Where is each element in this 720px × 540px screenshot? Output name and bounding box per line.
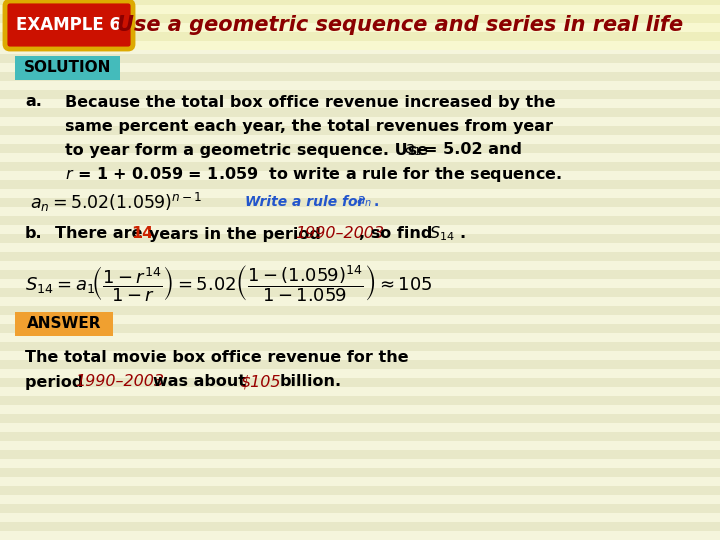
Bar	[0, 0, 720, 5]
Text: same percent each year, the total revenues from year: same percent each year, the total revenu…	[65, 118, 553, 133]
Bar	[15, 56, 120, 80]
Bar	[0, 387, 720, 396]
Text: Because the total box office revenue increased by the: Because the total box office revenue inc…	[65, 94, 556, 110]
Bar	[0, 234, 720, 243]
Text: = 5.02 and: = 5.02 and	[424, 143, 522, 158]
Bar	[0, 333, 720, 342]
Bar	[0, 369, 720, 378]
Text: b.: b.	[25, 226, 42, 241]
Text: ANSWER: ANSWER	[27, 316, 102, 332]
Bar	[0, 180, 720, 189]
Bar	[0, 243, 720, 252]
Bar	[0, 90, 720, 99]
Bar	[15, 312, 113, 336]
Bar	[0, 279, 720, 288]
Bar	[0, 522, 720, 531]
Text: 1990–2003: 1990–2003	[75, 375, 164, 389]
Text: to year form a geometric sequence. Use: to year form a geometric sequence. Use	[65, 143, 433, 158]
Bar	[0, 225, 720, 234]
Bar	[0, 486, 720, 495]
Bar	[0, 531, 720, 540]
Bar	[0, 45, 720, 54]
Bar	[0, 144, 720, 153]
Bar	[0, 5, 720, 14]
Bar	[0, 261, 720, 270]
Bar	[0, 99, 720, 108]
Text: billion.: billion.	[280, 375, 342, 389]
Text: $a_n = 5.02(1.059)^{n-1}$: $a_n = 5.02(1.059)^{n-1}$	[30, 191, 202, 213]
Bar	[0, 23, 720, 32]
Bar	[0, 117, 720, 126]
Text: Write a rule for: Write a rule for	[245, 195, 369, 209]
Bar	[0, 216, 720, 225]
Bar	[0, 36, 720, 45]
Bar	[0, 513, 720, 522]
Text: , so find: , so find	[359, 226, 433, 241]
Text: $r$ = 1 + 0.059 = 1.059  to write a rule for the sequence.: $r$ = 1 + 0.059 = 1.059 to write a rule …	[65, 165, 562, 184]
Bar	[0, 468, 720, 477]
Text: Use a geometric sequence and series in real life: Use a geometric sequence and series in r…	[117, 15, 683, 35]
Text: $S_{14}$: $S_{14}$	[429, 225, 455, 244]
Bar	[0, 450, 720, 459]
Bar	[0, 108, 720, 117]
Bar	[0, 41, 720, 50]
Bar	[0, 432, 720, 441]
Text: .: .	[459, 226, 465, 241]
Bar	[0, 288, 720, 297]
Bar	[0, 342, 720, 351]
Text: The total movie box office revenue for the: The total movie box office revenue for t…	[25, 350, 409, 366]
Text: period: period	[25, 375, 89, 389]
Bar	[0, 189, 720, 198]
Bar	[0, 72, 720, 81]
Bar	[0, 459, 720, 468]
Bar	[0, 306, 720, 315]
Bar	[0, 14, 720, 23]
Bar	[0, 81, 720, 90]
Text: 14: 14	[131, 226, 153, 241]
Bar	[0, 126, 720, 135]
Text: .: .	[374, 195, 379, 209]
Text: years in the period: years in the period	[149, 226, 321, 241]
Text: SOLUTION: SOLUTION	[24, 60, 111, 76]
Bar	[0, 32, 720, 41]
Bar	[0, 63, 720, 72]
Text: There are: There are	[55, 226, 148, 241]
Bar	[0, 0, 720, 9]
Bar	[0, 360, 720, 369]
FancyBboxPatch shape	[5, 1, 133, 49]
Bar	[0, 135, 720, 144]
Bar	[0, 27, 720, 36]
Bar	[0, 171, 720, 180]
Bar	[0, 504, 720, 513]
Bar	[0, 423, 720, 432]
Bar	[0, 198, 720, 207]
Bar	[0, 315, 720, 324]
Bar	[0, 54, 720, 63]
Bar	[0, 252, 720, 261]
Bar	[0, 324, 720, 333]
Text: 1990–2003: 1990–2003	[295, 226, 384, 241]
Bar	[0, 414, 720, 423]
Text: was about: was about	[153, 375, 246, 389]
Text: $105: $105	[240, 375, 281, 389]
Text: $a_n$: $a_n$	[356, 195, 372, 209]
Bar	[0, 18, 720, 27]
Bar	[0, 441, 720, 450]
Text: $S_{14} = a_1\!\left(\dfrac{1-r^{14}}{1-r}\right) = 5.02\left(\dfrac{1-(1.059)^{: $S_{14} = a_1\!\left(\dfrac{1-r^{14}}{1-…	[25, 264, 433, 305]
Bar	[0, 270, 720, 279]
Bar	[0, 378, 720, 387]
Text: $a_1$: $a_1$	[404, 142, 422, 158]
Bar	[0, 495, 720, 504]
Bar	[0, 297, 720, 306]
Bar	[0, 351, 720, 360]
Bar	[0, 405, 720, 414]
Bar	[0, 162, 720, 171]
Bar	[0, 396, 720, 405]
Bar	[0, 153, 720, 162]
Bar	[0, 477, 720, 486]
Bar	[0, 9, 720, 18]
Bar	[0, 207, 720, 216]
Text: EXAMPLE 6: EXAMPLE 6	[17, 16, 122, 34]
Text: a.: a.	[25, 94, 42, 110]
